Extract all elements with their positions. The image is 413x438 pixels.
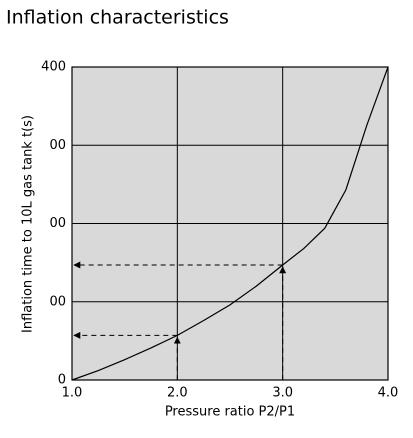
y-tick-label: 00 [49, 138, 66, 153]
line [71, 66, 389, 381]
x-tick-label: 3.0 [272, 386, 293, 401]
y-tick-label: 00 [49, 294, 66, 309]
plot-border [71, 66, 389, 381]
y-tick-label: 400 [41, 60, 66, 75]
x-tick-label: 4.0 [378, 386, 399, 401]
y-tick-label: 0 [58, 373, 66, 388]
y-axis-label: Inflation time to 10L gas tank t(s) [21, 115, 36, 333]
x-tick-label: 2.0 [167, 386, 188, 401]
x-axis-label: Pressure ratio P2/P1 [165, 405, 295, 420]
x-tick-label: 1.0 [62, 386, 83, 401]
chart-title: Inflation characteristics [6, 7, 229, 29]
y-tick-label: 00 [49, 216, 66, 231]
